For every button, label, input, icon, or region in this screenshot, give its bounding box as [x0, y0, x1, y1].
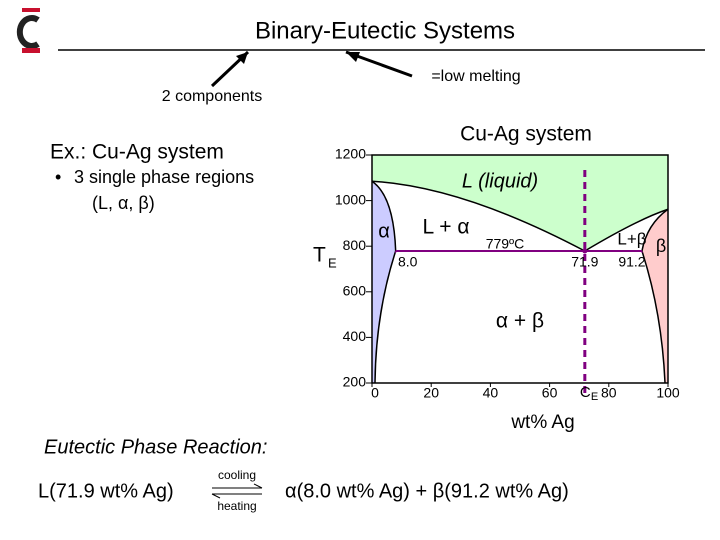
region-label: β	[656, 236, 666, 256]
liquidus	[371, 180, 586, 252]
diagram-title: Cu-Ag system	[460, 123, 592, 146]
logo-bar	[22, 48, 40, 53]
eutectic-point	[582, 248, 588, 254]
arrow-head	[236, 52, 248, 64]
x-tick-label: 100	[656, 385, 680, 401]
annotation: =low melting	[431, 68, 520, 85]
reaction-heating: heating	[217, 499, 256, 513]
example-detail: (L, α, β)	[92, 193, 155, 213]
y-tick-label: 600	[343, 283, 367, 299]
region-label: α + β	[496, 310, 544, 333]
solidus	[641, 208, 669, 384]
x-tick-label: 60	[542, 385, 558, 401]
region-label: L+β	[617, 229, 646, 248]
x-tick-label: 80	[601, 385, 617, 401]
ce-label: C	[580, 384, 591, 401]
logo-bar	[22, 8, 40, 12]
logo	[16, 15, 40, 49]
composition-label: 71.9	[571, 254, 598, 270]
liquid-region	[372, 155, 668, 251]
x-axis-label: wt% Ag	[510, 412, 574, 433]
arrow-head	[346, 52, 360, 62]
example-heading: Ex.: Cu-Ag system	[50, 141, 224, 164]
arrow-head	[253, 483, 263, 489]
y-tick-label: 800	[343, 237, 367, 253]
bullet-dot: •	[55, 167, 61, 187]
annotation: 2 components	[162, 88, 263, 105]
te-label: T	[313, 244, 326, 267]
x-tick-label: 40	[483, 385, 499, 401]
y-tick-label: 1000	[335, 191, 366, 207]
solidus	[371, 180, 397, 384]
reaction-cooling: cooling	[218, 468, 256, 482]
composition-label: 8.0	[398, 254, 418, 270]
plot-frame	[371, 154, 669, 384]
arrow-head	[211, 493, 221, 499]
phase-diagram: 200 400 600 800 1000 1200 0 20 40 60 80 100 L (liqui…	[313, 146, 680, 403]
region-label: α	[378, 220, 390, 242]
ce-sub: E	[591, 391, 598, 403]
te-sub: E	[328, 255, 337, 270]
liquidus	[584, 208, 669, 252]
composition-label: 91.2	[618, 254, 645, 270]
region-label: L (liquid)	[462, 170, 538, 192]
slide-title: Binary-Eutectic Systems	[255, 17, 515, 44]
reaction-heading: Eutectic Phase Reaction:	[44, 436, 267, 458]
region-label: L + α	[423, 216, 470, 239]
eutectic-temp-label: 779ºC	[486, 236, 525, 252]
y-tick-label: 200	[343, 374, 367, 390]
reaction-right: α(8.0 wt% Ag) + β(91.2 wt% Ag)	[285, 480, 569, 502]
x-tick-label: 0	[371, 385, 379, 401]
y-tick-label: 400	[343, 328, 367, 344]
x-tick-label: 20	[423, 385, 439, 401]
y-tick-label: 1200	[335, 146, 366, 162]
reaction-left: L(71.9 wt% Ag)	[38, 480, 174, 502]
example-bullet: 3 single phase regions	[74, 167, 254, 187]
